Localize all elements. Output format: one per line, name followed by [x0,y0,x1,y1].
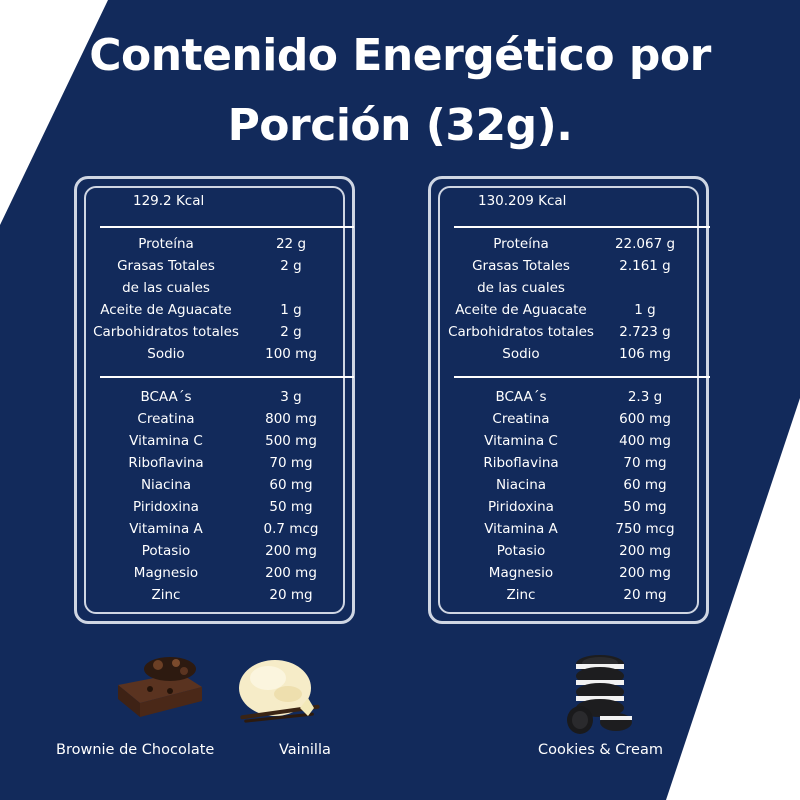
nutrient-label: Proteína [138,236,194,252]
nutrient-label: Carbohidratos totales [448,324,594,340]
vanilla-ice-cream-image [239,660,320,723]
nutrient-value: 1 g [634,302,656,318]
brownie-image [118,657,202,717]
kcal-value: 129.2 Kcal [133,193,205,209]
nutrient-value: 2.3 g [627,389,663,405]
nutrient-value: 22.067 g [614,236,676,252]
nutrient-label: BCAA´s [140,389,192,405]
flavor-label-vainilla: Vainilla [279,742,331,758]
nutrient-label: Niacina [495,477,547,493]
page-title-line-1: Contenido Energético por [89,30,711,81]
nutrient-value: 70 mg [269,455,313,471]
nutrient-value: 200 mg [265,543,317,559]
nutrient-value: 200 mg [265,565,317,581]
nutrient-value: 2 g [280,324,302,340]
nutrition-panel-cookies-cream [428,176,709,624]
nutrient-label: Creatina [492,411,550,427]
nutrient-value: 2.161 g [619,258,671,274]
nutrient-value: 1 g [280,302,302,318]
nutrient-value: 2.723 g [619,324,671,340]
flavor-label-brownie: Brownie de Chocolate [56,742,215,758]
nutrient-label: Grasas Totales [117,258,215,274]
nutrient-value: 60 mg [623,477,667,493]
nutrient-label: Magnesio [133,565,199,581]
nutrient-label: BCAA´s [495,389,547,405]
divider-line [100,226,354,228]
nutrient-label: Sodio [147,346,185,362]
nutrient-label: Riboflavina [128,455,204,471]
flavor-label-cookies-cream: Cookies & Cream [538,742,663,758]
nutrient-value: 20 mg [269,587,313,603]
nutrient-label: Vitamina A [484,521,558,537]
divider-line [454,376,710,378]
nutrient-value: 2 g [280,258,302,274]
nutrient-label: Zinc [151,587,181,603]
nutrient-value: 50 mg [269,499,313,515]
nutrient-label: Niacina [140,477,192,493]
nutrition-panel-brownie-vainilla [74,176,355,624]
nutrient-label: Vitamina C [484,433,558,449]
page-title-line-2: Porción (32g). [227,100,573,151]
nutrient-label: Potasio [141,543,191,559]
nutrient-value: 400 mg [619,433,671,449]
nutrient-value: 60 mg [269,477,313,493]
nutrient-value: 500 mg [265,433,317,449]
nutrient-label: Aceite de Aguacate [100,302,232,318]
nutrient-label: Piridoxina [133,499,199,515]
nutrient-label: de las cuales [477,280,565,296]
nutrient-value: 22 g [275,236,307,252]
nutrient-label: Potasio [496,543,546,559]
nutrient-label: Proteína [493,236,549,252]
nutrient-label: Creatina [137,411,195,427]
nutrient-value: 200 mg [619,565,671,581]
nutrient-label: Sodio [502,346,540,362]
nutrient-value: 600 mg [619,411,671,427]
nutrient-value: 200 mg [619,543,671,559]
nutrient-value: 3 g [280,389,302,405]
nutrient-label: Carbohidratos totales [93,324,239,340]
nutrient-label: Riboflavina [483,455,559,471]
nutrient-value: 0.7 mcg [263,521,319,537]
nutrient-label: Vitamina A [129,521,203,537]
nutrient-value: 70 mg [623,455,667,471]
kcal-value: 130.209 Kcal [478,193,567,209]
nutrient-value: 50 mg [623,499,667,515]
nutrient-value: 750 mcg [615,521,675,537]
nutrient-value: 100 mg [265,346,317,362]
panel-inner-border [438,186,699,614]
nutrient-label: Zinc [506,587,536,603]
nutrient-label: Piridoxina [488,499,554,515]
divider-line [100,376,354,378]
nutrient-value: 20 mg [623,587,667,603]
nutrient-label: Vitamina C [129,433,203,449]
divider-line [454,226,710,228]
cookies-stack-image [567,655,632,734]
nutrient-label: Magnesio [488,565,554,581]
nutrient-label: Aceite de Aguacate [455,302,587,318]
panel-inner-border [84,186,345,614]
nutrient-value: 800 mg [265,411,317,427]
nutrient-value: 106 mg [619,346,671,362]
nutrient-label: Grasas Totales [472,258,570,274]
nutrient-label: de las cuales [122,280,210,296]
